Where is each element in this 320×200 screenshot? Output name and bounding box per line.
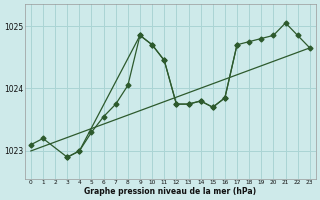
X-axis label: Graphe pression niveau de la mer (hPa): Graphe pression niveau de la mer (hPa) bbox=[84, 187, 256, 196]
